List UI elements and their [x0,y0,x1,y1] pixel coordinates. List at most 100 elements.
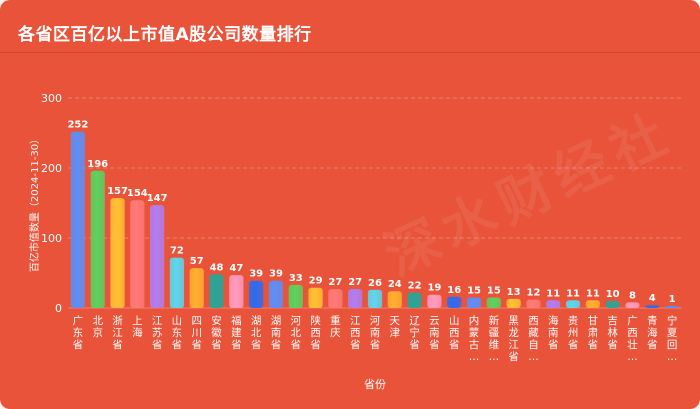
x-tick-label: 四川省 [191,315,202,351]
bar-value-label: 1 [669,294,676,305]
bar-value-label: 19 [427,283,441,294]
bar [90,170,105,308]
bar [387,291,402,308]
bar-value-label: 12 [526,288,540,299]
bar-value-label: 27 [328,277,342,288]
x-tick-label: 河北省 [291,315,302,351]
bar [645,305,660,308]
bar-value-label: 15 [467,286,481,297]
bar-value-label: 57 [190,256,204,267]
x-tick-label: 广西壮… [627,315,638,363]
bar-value-label: 48 [210,262,224,273]
bar-value-label: 13 [507,287,521,298]
bar-value-label: 196 [87,159,108,170]
bar [367,289,383,308]
bar-value-label: 24 [388,279,402,290]
bar [288,284,303,308]
bar [466,297,482,308]
bar-value-label: 8 [629,290,636,301]
x-tick-label: 河南省 [370,315,381,351]
bar [149,205,165,308]
bar [546,300,561,308]
x-tick-label: 西藏自… [528,315,539,363]
bar-value-label: 26 [368,278,382,289]
bar [526,299,541,308]
bar [664,306,680,308]
bar [70,131,86,308]
bar [486,297,501,308]
x-tick-label: 江苏省 [152,315,163,351]
bar-value-label: 72 [170,246,184,257]
bar [447,296,462,308]
bar-value-label: 4 [649,293,656,304]
x-tick-label: 天津 [390,315,401,339]
bar-value-label: 39 [269,269,283,280]
bar [189,268,204,308]
bar-value-label: 15 [487,286,501,297]
bar [585,300,601,308]
bar-value-label: 154 [127,188,148,199]
y-axis-label: 百亿市值数量（2024-11-30） [28,134,41,272]
bar [249,280,264,308]
x-tick-label: 山西省 [449,315,460,351]
bar [209,274,224,308]
x-tick-label: 湖南省 [271,315,282,351]
bar-value-label: 29 [309,276,323,287]
x-tick-label: 辽宁省 [409,315,420,351]
x-tick-label: 内蒙古… [469,314,480,363]
chart-title: 各省区百亿以上市值A股公司数量排行 [18,25,312,45]
bar-value-label: 252 [67,120,88,131]
x-tick-label: 吉林省 [607,315,618,351]
bar-value-label: 16 [447,285,461,296]
bar-value-label: 47 [229,263,243,274]
bar [427,294,442,308]
bar-value-label: 10 [606,289,620,300]
bar-value-label: 22 [408,281,422,292]
bar [506,298,521,308]
x-tick-label: 黑龙江省 [508,315,519,363]
x-tick-label: 广东省 [73,315,84,351]
bar-value-label: 11 [586,288,600,299]
x-tick-label: 甘肃省 [588,314,599,351]
bar [565,300,581,308]
x-tick-label: 贵州省 [568,314,579,351]
bar-value-label: 27 [348,277,362,288]
x-tick-label: 云南省 [429,315,440,351]
bar [328,289,343,308]
bar [169,257,185,308]
x-tick-label: 浙江省 [112,315,123,351]
x-tick-label: 安徽省 [211,314,222,351]
x-tick-label: 陕西省 [310,314,321,351]
bar-value-label: 147 [147,193,168,204]
x-tick-label: 湖北省 [251,315,262,351]
x-axis-label: 省份 [364,378,386,391]
bar-value-label: 11 [566,288,580,299]
x-tick-label: 江西省 [350,315,361,351]
x-tick-label: 重庆 [330,314,341,339]
x-tick-label: 青海省 [647,314,658,351]
bar-value-label: 39 [249,269,263,280]
x-tick-label: 福建省 [231,314,242,351]
bar [308,287,323,308]
x-tick-label: 新疆维… [489,314,500,363]
bar [130,200,145,308]
x-tick-label: 北京 [92,315,103,339]
x-tick-label: 海南省 [548,314,559,351]
x-tick-label: 山东省 [172,315,183,351]
y-tick-label: 300 [41,92,62,105]
bar-value-label: 33 [289,273,303,284]
y-tick-label: 100 [41,232,62,245]
bar [348,289,363,308]
bar-value-label: 157 [107,186,128,197]
title-divider [0,52,700,53]
bar [625,302,640,308]
x-tick-label: 上海 [132,315,143,339]
bar [229,275,244,308]
bar [268,280,284,308]
bar [605,301,620,308]
y-tick-label: 200 [41,162,62,175]
bar-value-label: 11 [546,288,560,299]
y-tick-label: 0 [55,302,62,315]
